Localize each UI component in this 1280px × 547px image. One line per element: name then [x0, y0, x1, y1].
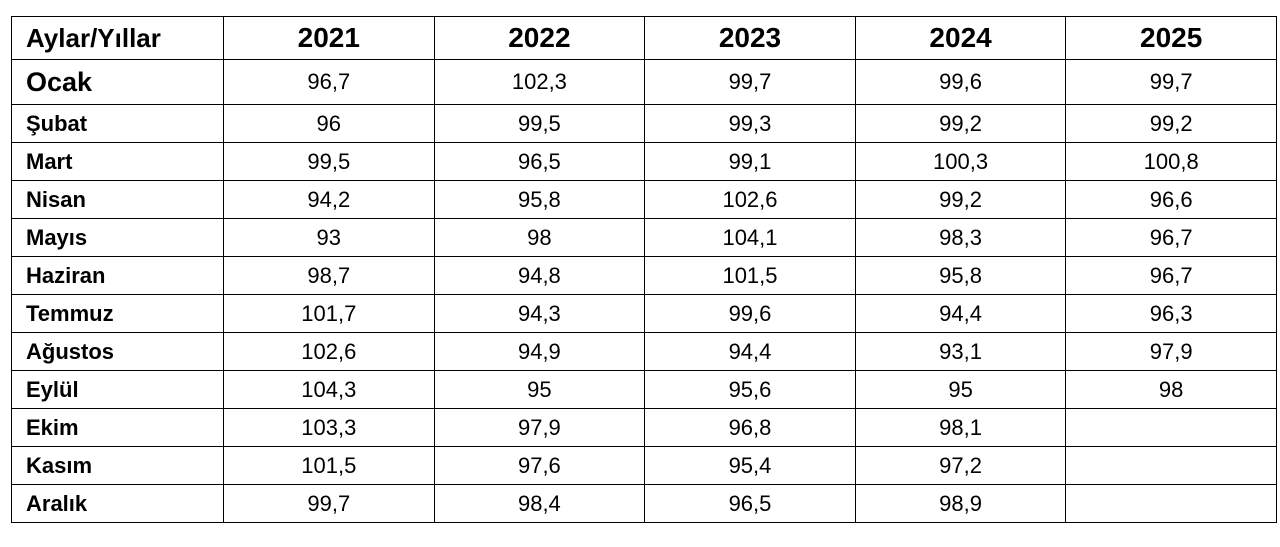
table-row: Nisan 94,2 95,8 102,6 99,2 96,6 — [11, 180, 1277, 219]
value-cell: 94,4 — [854, 294, 1067, 333]
month-label: Ağustos — [11, 332, 224, 371]
month-label: Eylül — [11, 370, 224, 409]
table-body: Ocak 96,7 102,3 99,7 99,6 99,7 Şubat 96 99,5 99,3… — [11, 59, 1277, 523]
value-cell: 96 — [223, 104, 435, 143]
value-cell: 101,5 — [644, 256, 856, 295]
value-cell: 99,7 — [1065, 59, 1277, 105]
value-cell: 99,7 — [644, 59, 856, 105]
value-cell: 102,6 — [644, 180, 856, 219]
value-cell: 102,6 — [223, 332, 435, 371]
value-cell: 99,6 — [854, 59, 1067, 105]
month-label: Mart — [11, 142, 224, 181]
value-cell: 102,3 — [433, 59, 646, 105]
year-header: 2024 — [854, 16, 1067, 60]
value-cell: 97,9 — [433, 408, 646, 447]
value-cell: 98 — [1065, 370, 1277, 409]
value-cell: 99,6 — [644, 294, 856, 333]
year-header: 2023 — [644, 16, 856, 60]
value-cell: 104,1 — [644, 218, 856, 257]
month-label: Ocak — [11, 59, 224, 105]
value-cell: 98,7 — [223, 256, 435, 295]
year-header: 2022 — [433, 16, 646, 60]
value-cell: 97,9 — [1065, 332, 1277, 371]
table-row: Kasım 101,5 97,6 95,4 97,2 — [11, 446, 1277, 485]
value-cell: 93 — [223, 218, 435, 257]
table-row: Mart 99,5 96,5 99,1 100,3 100,8 — [11, 142, 1277, 181]
value-cell: 99,3 — [644, 104, 856, 143]
value-cell: 100,3 — [854, 142, 1067, 181]
value-cell: 96,3 — [1065, 294, 1277, 333]
value-cell: 96,7 — [1065, 218, 1277, 257]
value-cell: 99,5 — [223, 142, 435, 181]
value-cell: 94,2 — [223, 180, 435, 219]
value-cell: 96,5 — [433, 142, 646, 181]
table-row: Aralık 99,7 98,4 96,5 98,9 — [11, 484, 1277, 523]
value-cell: 98,1 — [854, 408, 1067, 447]
table-row: Şubat 96 99,5 99,3 99,2 99,2 — [11, 104, 1277, 143]
value-cell: 95,4 — [644, 446, 856, 485]
value-cell: 95 — [433, 370, 646, 409]
month-label: Temmuz — [11, 294, 224, 333]
value-cell: 96,7 — [223, 59, 435, 105]
value-cell: 95,8 — [854, 256, 1067, 295]
value-cell: 95,8 — [433, 180, 646, 219]
monthly-values-table: Aylar/Yıllar 2021 2022 2023 2024 2025 Oc… — [11, 16, 1277, 523]
value-cell: 94,8 — [433, 256, 646, 295]
month-label: Kasım — [11, 446, 224, 485]
header-row: Aylar/Yıllar 2021 2022 2023 2024 2025 — [11, 16, 1277, 60]
value-cell: 94,9 — [433, 332, 646, 371]
value-cell: 101,5 — [223, 446, 435, 485]
table-row: Eylül 104,3 95 95,6 95 98 — [11, 370, 1277, 409]
year-header: 2025 — [1065, 16, 1277, 60]
value-cell: 95,6 — [644, 370, 856, 409]
value-cell: 98,3 — [854, 218, 1067, 257]
value-cell: 101,7 — [223, 294, 435, 333]
table-row: Mayıs 93 98 104,1 98,3 96,7 — [11, 218, 1277, 257]
value-cell: 99,2 — [854, 180, 1067, 219]
month-label: Şubat — [11, 104, 224, 143]
value-cell — [1065, 446, 1277, 485]
table-row: Haziran 98,7 94,8 101,5 95,8 96,7 — [11, 256, 1277, 295]
value-cell: 99,2 — [1065, 104, 1277, 143]
value-cell: 95 — [854, 370, 1067, 409]
value-cell: 96,8 — [644, 408, 856, 447]
value-cell: 97,2 — [854, 446, 1067, 485]
value-cell: 99,7 — [223, 484, 435, 523]
value-cell: 96,7 — [1065, 256, 1277, 295]
value-cell: 99,5 — [433, 104, 646, 143]
value-cell: 94,3 — [433, 294, 646, 333]
table-row: Ekim 103,3 97,9 96,8 98,1 — [11, 408, 1277, 447]
month-label: Nisan — [11, 180, 224, 219]
value-cell: 104,3 — [223, 370, 435, 409]
value-cell: 100,8 — [1065, 142, 1277, 181]
table-row: Ağustos 102,6 94,9 94,4 93,1 97,9 — [11, 332, 1277, 371]
value-cell: 96,6 — [1065, 180, 1277, 219]
value-cell: 98,4 — [433, 484, 646, 523]
month-label: Aralık — [11, 484, 224, 523]
value-cell: 96,5 — [644, 484, 856, 523]
value-cell: 98,9 — [854, 484, 1067, 523]
value-cell — [1065, 408, 1277, 447]
table-row: Temmuz 101,7 94,3 99,6 94,4 96,3 — [11, 294, 1277, 333]
value-cell: 99,1 — [644, 142, 856, 181]
year-header: 2021 — [223, 16, 435, 60]
value-cell: 94,4 — [644, 332, 856, 371]
month-label: Haziran — [11, 256, 224, 295]
value-cell: 103,3 — [223, 408, 435, 447]
value-cell: 97,6 — [433, 446, 646, 485]
value-cell: 99,2 — [854, 104, 1067, 143]
month-label: Mayıs — [11, 218, 224, 257]
month-label: Ekim — [11, 408, 224, 447]
corner-header: Aylar/Yıllar — [11, 16, 224, 60]
value-cell — [1065, 484, 1277, 523]
table-row: Ocak 96,7 102,3 99,7 99,6 99,7 — [11, 59, 1277, 105]
value-cell: 98 — [433, 218, 646, 257]
value-cell: 93,1 — [854, 332, 1067, 371]
